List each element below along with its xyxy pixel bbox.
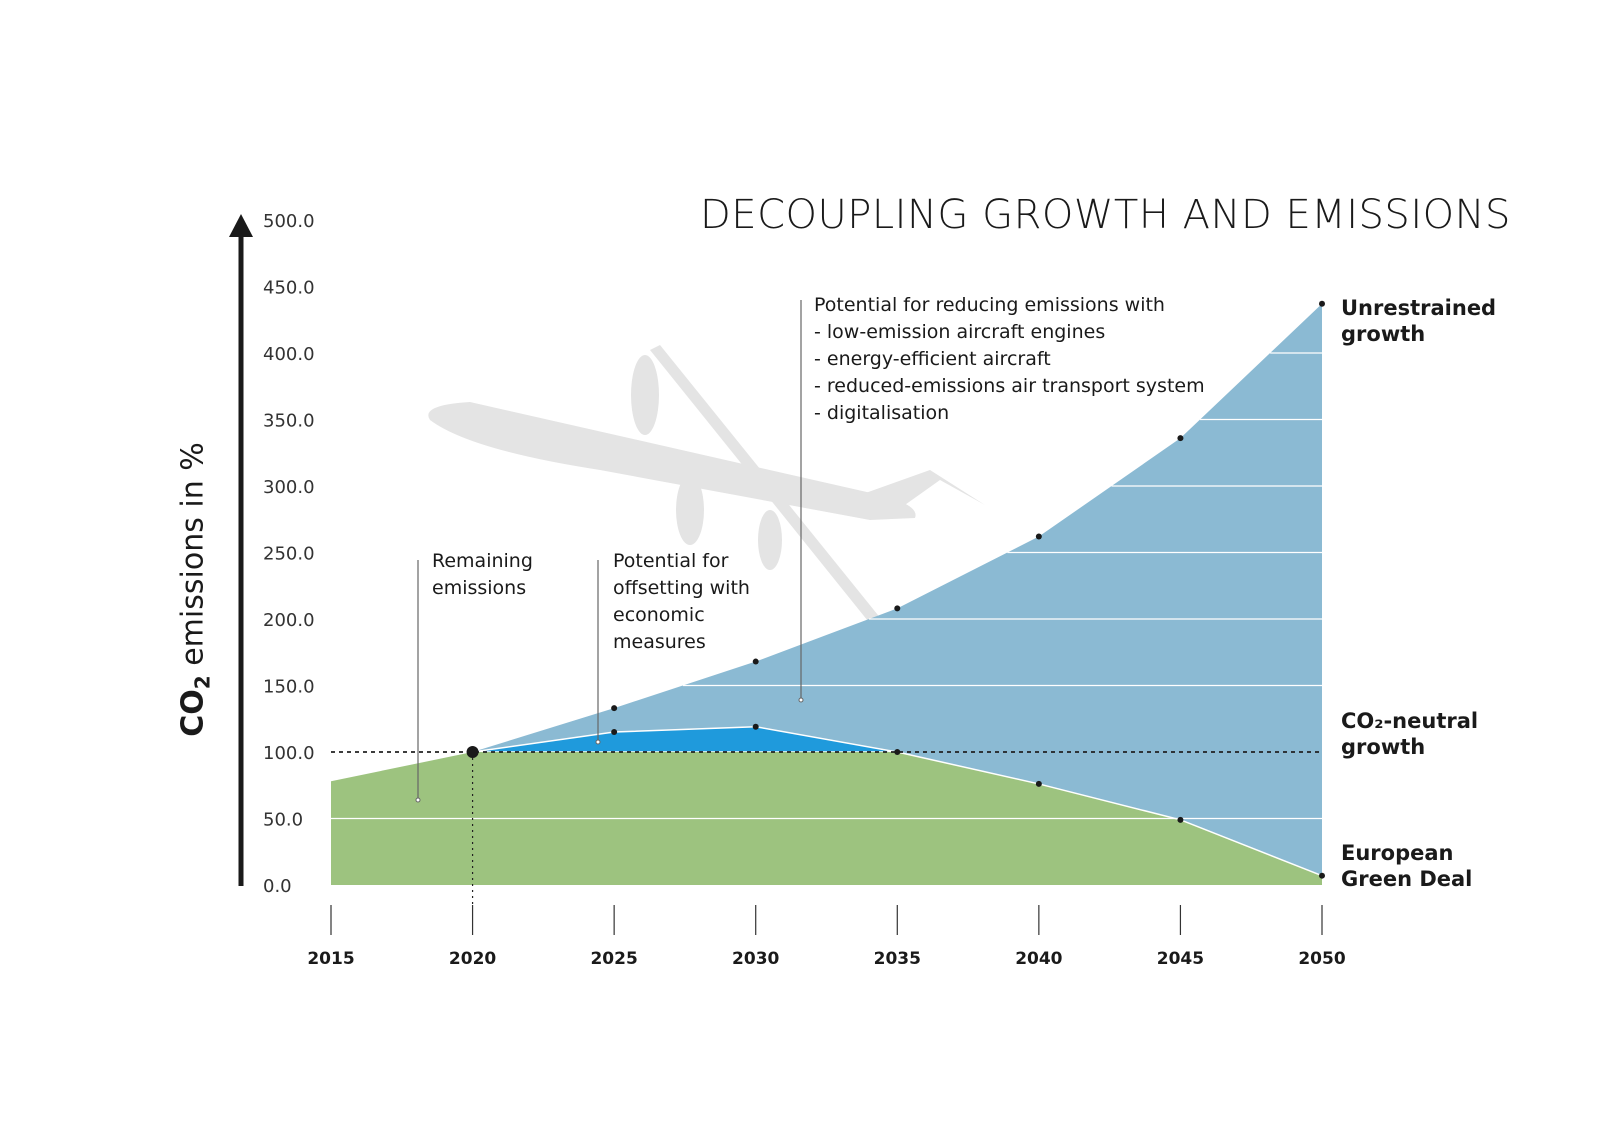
x-tick-label: 2035: [874, 949, 921, 969]
x-tick-label: 2045: [1157, 949, 1204, 969]
unrestrained-point: [752, 658, 759, 665]
label-green-deal: European Green Deal: [1341, 841, 1473, 891]
x-tick-label: 2040: [1015, 949, 1062, 969]
y-tick-label: 200.0: [263, 610, 315, 631]
y-tick-label: 50.0: [263, 810, 303, 831]
label-unrestrained: Unrestrained growth: [1341, 296, 1497, 346]
annotation-remaining: Remaining emissions: [432, 550, 533, 599]
offsetting-point: [752, 723, 759, 730]
y-tick-label: 150.0: [263, 677, 315, 698]
y-label-sub: 2: [190, 675, 215, 690]
unrestrained-point: [1177, 435, 1184, 442]
annotation-leader-end: [415, 797, 421, 803]
x-tick-label: 2050: [1298, 949, 1345, 969]
green-deal-point: [1035, 780, 1042, 787]
y-tick-label: 100.0: [263, 743, 315, 764]
y-tick-label: 400.0: [263, 344, 315, 365]
unrestrained-point: [1319, 300, 1325, 307]
green-deal-edge: [897, 751, 1323, 877]
green-deal-point: [1319, 872, 1325, 879]
annotation-offsetting: Potential for offsetting with economic m…: [613, 550, 750, 653]
annotation-reducing: Potential for reducing emissions with - …: [814, 294, 1205, 424]
offsetting-point: [611, 729, 618, 736]
y-tick-label: 500.0: [263, 211, 315, 232]
y-label-text: emissions in %: [175, 442, 211, 676]
y-tick-label: 250.0: [263, 544, 315, 565]
label-neutral: CO₂-neutral growth: [1341, 709, 1479, 759]
y-tick-label: 300.0: [263, 477, 315, 498]
y-tick-label: 0.0: [263, 876, 292, 897]
y-axis-arrow-icon: [229, 214, 253, 237]
unrestrained-point: [1035, 533, 1042, 540]
annotation-leader-end: [798, 697, 804, 703]
x-tick-label: 2030: [732, 949, 779, 969]
x-tick-label: 2025: [590, 949, 637, 969]
x-tick-label: 2020: [449, 949, 496, 969]
x-tick-label: 2015: [307, 949, 354, 969]
annotation-leader-end: [595, 739, 601, 745]
green-deal-point: [894, 749, 901, 755]
airplane-watermark: [428, 345, 985, 636]
y-tick-label: 350.0: [263, 411, 315, 432]
unrestrained-point: [611, 705, 618, 712]
chart-title: DECOUPLING GROWTH AND EMISSIONS: [700, 192, 1511, 238]
y-label-co: CO: [175, 689, 211, 737]
y-axis-label: CO2 emissions in %: [176, 375, 215, 805]
unrestrained-point: [894, 605, 901, 612]
green-deal-point: [1177, 816, 1184, 823]
base-year-point: [466, 746, 479, 758]
y-tick-label: 450.0: [263, 278, 315, 299]
